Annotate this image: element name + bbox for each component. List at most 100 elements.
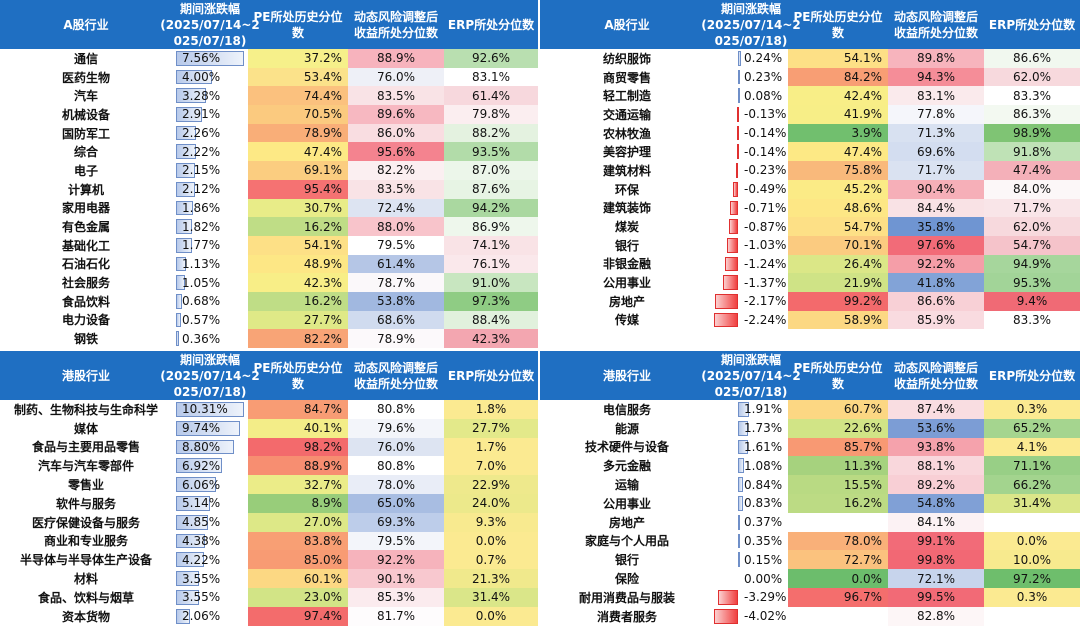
change-value: -0.87% [744,219,787,234]
change-bar [738,420,749,436]
risk-cell: 69.3% [348,512,444,532]
change-value: -0.71% [744,200,787,215]
header-pe: PE所处历史分位 数 [253,360,343,391]
change-bar [176,331,180,346]
change-cell: 1.61% [714,438,788,457]
change-value: 7.56% [182,51,221,66]
change-value: 5.14% [182,496,221,511]
risk-cell: 72.1% [888,569,984,588]
risk-cell: 76.0% [348,67,444,87]
change-value: -1.24% [744,256,787,271]
industry-name: 食品与主要用品零售 [31,440,140,455]
industry-name: 能源 [614,421,639,436]
change-bar [176,275,186,290]
erp-cell: 21.3% [444,569,538,588]
industry-name: 交通运输 [602,107,651,122]
pe-cell: 69.1% [248,161,348,180]
table-row: 电力设备 0.57% 27.7% 68.6% 88.4% [0,310,538,330]
risk-cell: 82.2% [348,161,444,180]
risk-cell: 82.8% [888,606,984,626]
header-erp: ERP所处分位数 [988,17,1076,32]
industry-name: 银行 [614,238,639,253]
change-value: 3.55% [182,571,221,586]
industry-name: 基础化工 [61,238,110,253]
risk-cell: 88.0% [348,217,444,236]
table-row: 有色金属 1.82% 16.2% 88.0% 86.9% [0,217,538,236]
header-risk: 动态风险调整后 收益所处分位数 [353,9,438,40]
change-value: 2.06% [182,609,221,624]
risk-cell: 53.8% [348,291,444,311]
erp-cell: 1.7% [444,437,538,457]
table-row: 计算机 2.12% 95.4% 83.5% 87.6% [0,179,538,199]
change-value: 0.36% [182,331,221,346]
risk-cell: 79.5% [348,235,444,255]
table-row: 家用电器 1.86% 30.7% 72.4% 94.2% [0,198,538,218]
change-bar [176,312,182,328]
industry-name: 通信 [73,51,98,66]
table-row: 公用事业 0.83% 16.2% 54.8% 31.4% [540,493,1080,513]
change-value: 1.77% [182,238,221,253]
header-change: 期间涨跌幅 (2025/07/14~2 025/07/18) [160,352,260,399]
industry-name: 多元金融 [602,459,651,474]
risk-cell: 94.3% [888,67,984,87]
erp-cell: 76.1% [444,254,538,274]
change-value: 1.73% [744,421,783,436]
change-value: 0.84% [744,477,783,492]
industry-name: 公用事业 [602,496,651,511]
risk-cell: 79.5% [348,531,444,551]
industry-name: 医疗保健设备与服务 [31,515,140,530]
change-bar [738,402,750,417]
change-value: 0.15% [744,552,783,567]
change-cell: -0.14% [714,142,788,161]
risk-cell: 77.8% [888,105,984,124]
industry-name: 零售业 [67,478,104,493]
industry-name: 轻工制造 [602,89,651,104]
a-share-table-left: A股行业 期间涨跌幅 (2025/07/14~2 025/07/18) PE所处历史… [0,0,538,348]
change-cell: 7.56% [172,49,248,68]
table-row: 运输 0.84% 15.5% 89.2% 66.2% [540,475,1080,494]
change-cell: 1.73% [714,419,788,438]
table-row: 医药生物 4.00% 53.4% 76.0% 83.1% [0,67,538,87]
pe-cell: 42.4% [788,86,888,106]
header-change: 期间涨跌幅 (2025/07/14~2 025/07/18) [701,352,801,399]
table-row: 零售业 6.06% 32.7% 78.0% 22.9% [0,475,538,494]
change-cell: -1.03% [714,236,788,255]
erp-cell: 79.8% [444,105,538,124]
change-value: 2.12% [182,182,221,197]
table-row: 食品与主要用品零售 8.80% 98.2% 76.0% 1.7% [0,437,538,457]
risk-cell: 78.9% [348,329,444,348]
risk-cell: 92.2% [888,254,984,274]
risk-cell: 61.4% [348,254,444,274]
change-cell: 0.36% [172,329,248,348]
table-row: 银行 -1.03% 70.1% 97.6% 54.7% [540,235,1080,255]
change-bar [738,439,748,455]
header-pe: PE所处历史分位 数 [793,360,883,391]
industry-name: 房地产 [608,294,645,309]
header-erp: ERP所处分位数 [988,368,1076,383]
industry-name: 商贸零售 [602,70,651,85]
erp-cell: 1.8% [444,400,538,419]
change-cell: 4.38% [172,532,248,551]
change-value: 4.38% [182,533,221,548]
pe-cell: 0.0% [788,569,888,588]
change-value: 0.68% [182,294,221,309]
change-bar [176,125,197,141]
change-value: 2.91% [182,107,221,122]
change-bar [176,514,208,530]
change-cell: 1.77% [172,236,248,255]
change-value: 0.23% [744,70,783,85]
change-bar [176,107,203,122]
pe-cell: 47.4% [788,142,888,162]
change-cell: 1.05% [172,273,248,292]
pe-cell: 48.6% [788,198,888,218]
table-header: A股行业 期间涨跌幅 (2025/07/14~2 025/07/18) PE所处历史… [540,0,1080,49]
table-row: 美容护理 -0.14% 47.4% 69.6% 91.8% [540,142,1080,162]
change-cell: -4.02% [714,607,788,626]
change-cell: -0.87% [714,217,788,236]
table-row: 银行 0.15% 72.7% 99.8% 10.0% [540,550,1080,570]
header-industry: A股行业 [63,17,109,32]
change-value: 3.55% [182,590,221,605]
change-value: 6.92% [182,458,221,473]
change-bar [176,439,235,455]
change-bar [176,163,196,178]
